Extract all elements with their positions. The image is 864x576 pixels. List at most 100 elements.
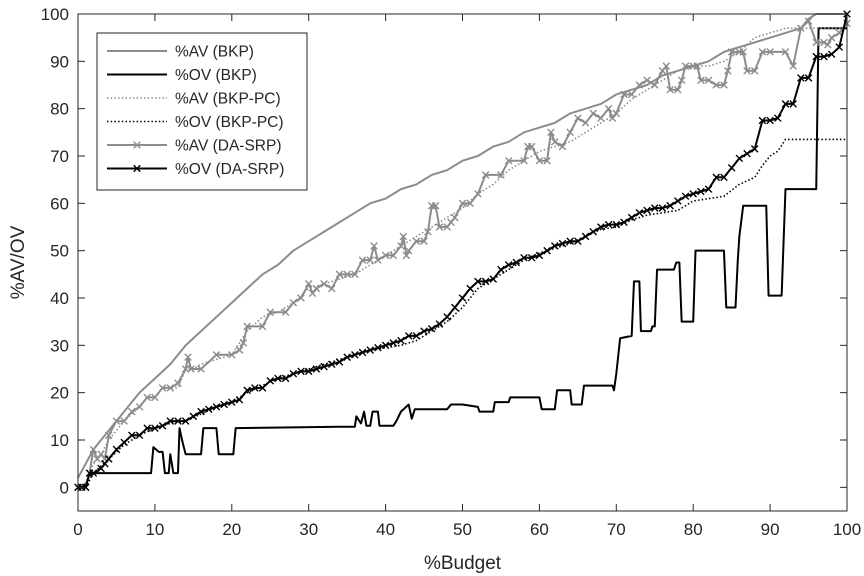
data-point-marker — [174, 379, 182, 387]
data-point-marker — [235, 346, 244, 354]
y-tick-label: 100 — [41, 5, 69, 24]
legend-label: %OV (DA-SRP) — [175, 161, 284, 178]
data-point-marker — [520, 156, 528, 165]
data-point-marker — [758, 48, 767, 56]
data-point-marker — [351, 270, 359, 279]
data-point-marker — [481, 277, 490, 286]
data-point-marker — [566, 237, 574, 245]
data-point-marker — [197, 407, 205, 416]
data-point-marker — [574, 114, 582, 122]
data-point-marker — [693, 62, 701, 70]
data-point-marker — [187, 365, 195, 373]
data-point-marker — [662, 62, 671, 70]
y-tick-label: 10 — [50, 431, 69, 450]
data-point-marker — [650, 81, 659, 89]
x-tick-label: 70 — [607, 520, 626, 539]
data-point-marker — [543, 156, 551, 165]
data-point-marker — [827, 50, 836, 59]
data-point-marker — [104, 455, 113, 463]
data-point-marker — [135, 403, 144, 411]
data-point-marker — [704, 185, 713, 193]
data-point-marker — [727, 164, 736, 172]
data-point-marker — [112, 417, 121, 425]
data-point-marker — [823, 40, 832, 49]
data-point-marker — [343, 270, 351, 279]
data-point-marker — [424, 227, 432, 236]
data-point-marker — [381, 251, 390, 260]
data-point-marker — [566, 128, 574, 137]
data-point-marker — [166, 384, 175, 392]
data-point-marker — [112, 445, 121, 454]
data-point-marker — [228, 398, 236, 406]
data-point-marker — [604, 104, 613, 113]
data-point-marker — [474, 277, 482, 286]
data-point-marker — [581, 232, 590, 241]
data-point-marker — [189, 412, 198, 421]
data-point-marker — [635, 81, 644, 89]
data-point-marker — [681, 192, 690, 201]
data-point-marker — [720, 81, 728, 89]
y-tick-label: 60 — [50, 194, 69, 213]
data-point-marker — [612, 220, 621, 229]
x-tick-label: 50 — [453, 520, 472, 539]
data-point-marker — [689, 190, 697, 198]
data-point-marker — [235, 395, 244, 404]
data-point-marker — [724, 67, 732, 75]
legend-item-3: %OV (BKP-PC) — [107, 114, 284, 131]
data-point-marker — [304, 280, 313, 288]
data-point-marker — [743, 149, 751, 158]
legend-item-5: %OV (DA-SRP) — [107, 161, 284, 178]
data-point-marker — [627, 213, 636, 222]
data-point-marker — [458, 294, 467, 302]
data-point-marker — [712, 81, 721, 89]
data-point-marker — [228, 351, 236, 359]
data-point-marker — [520, 253, 528, 262]
ticks-layer: 0 10 20 30 40 50 60 70 80 90 100 0 10 20 30 40 50 60 70 80 9… — [41, 5, 862, 539]
data-point-marker — [527, 142, 536, 151]
data-point-marker — [358, 256, 367, 264]
data-point-marker — [266, 377, 275, 385]
legend-box — [96, 32, 308, 191]
data-point-marker — [351, 351, 359, 359]
data-point-marker — [543, 246, 551, 255]
data-point-marker — [666, 85, 674, 94]
data-point-marker — [712, 173, 721, 182]
data-point-marker — [535, 156, 544, 165]
data-point-marker — [158, 384, 167, 392]
series-layer — [74, 10, 851, 492]
y-tick-label: 0 — [60, 478, 69, 497]
data-point-marker — [597, 114, 605, 122]
data-point-marker — [758, 116, 767, 125]
data-point-marker — [781, 48, 790, 56]
data-point-marker — [674, 197, 682, 205]
x-tick-label: 20 — [222, 520, 241, 539]
data-point-marker — [739, 48, 747, 56]
legend-marker — [133, 164, 141, 173]
data-point-marker — [766, 116, 774, 125]
y-tick-label: 40 — [50, 289, 69, 308]
data-point-marker — [404, 246, 413, 255]
legend: %AV (BKP) %OV (BKP) %AV (BKP-PC) %OV (BKP-P… — [96, 32, 308, 191]
data-point-marker — [766, 48, 774, 56]
legend-item-1: %OV (BKP) — [107, 67, 257, 84]
data-point-marker — [812, 38, 821, 47]
data-point-marker — [504, 156, 513, 165]
data-point-marker — [781, 100, 790, 108]
data-point-marker — [128, 431, 136, 440]
data-point-marker — [704, 76, 713, 85]
data-point-marker — [451, 213, 459, 222]
y-axis-label: %AV/OV — [8, 225, 29, 299]
y-tick-label: 90 — [50, 52, 69, 71]
data-point-marker — [212, 403, 221, 411]
data-point-marker — [627, 90, 636, 99]
data-point-marker — [827, 33, 836, 42]
data-point-marker — [574, 237, 582, 245]
data-point-marker — [243, 322, 251, 331]
data-point-marker — [397, 336, 405, 345]
data-point-marker — [327, 360, 336, 369]
data-point-marker — [431, 201, 440, 210]
data-point-marker — [335, 270, 344, 279]
data-point-marker — [547, 128, 555, 137]
x-tick-label: 90 — [761, 520, 780, 539]
x-tick-label: 40 — [376, 520, 395, 539]
